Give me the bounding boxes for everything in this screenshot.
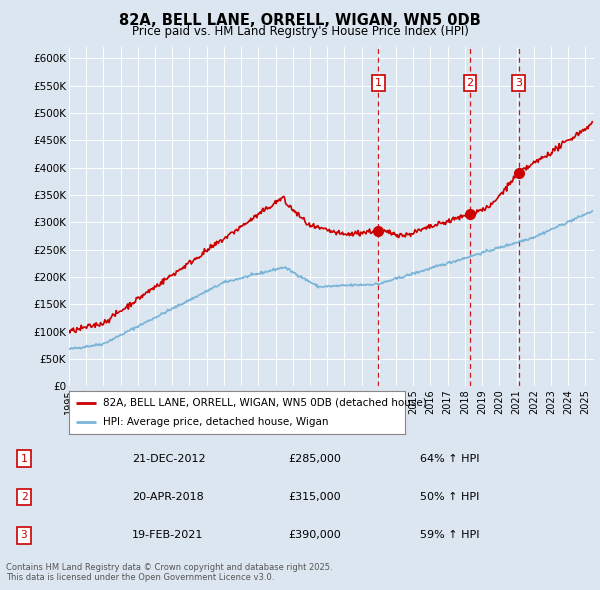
Text: 82A, BELL LANE, ORRELL, WIGAN, WN5 0DB (detached house): 82A, BELL LANE, ORRELL, WIGAN, WN5 0DB (… (103, 398, 427, 408)
Text: 20-APR-2018: 20-APR-2018 (132, 492, 204, 502)
Text: 59% ↑ HPI: 59% ↑ HPI (420, 530, 479, 540)
Text: 50% ↑ HPI: 50% ↑ HPI (420, 492, 479, 502)
Text: 82A, BELL LANE, ORRELL, WIGAN, WN5 0DB: 82A, BELL LANE, ORRELL, WIGAN, WN5 0DB (119, 13, 481, 28)
Text: 3: 3 (515, 78, 522, 88)
Text: 64% ↑ HPI: 64% ↑ HPI (420, 454, 479, 464)
Text: HPI: Average price, detached house, Wigan: HPI: Average price, detached house, Wiga… (103, 417, 328, 427)
Text: 3: 3 (20, 530, 28, 540)
Text: 1: 1 (20, 454, 28, 464)
Text: £315,000: £315,000 (288, 492, 341, 502)
Text: £390,000: £390,000 (288, 530, 341, 540)
Text: 19-FEB-2021: 19-FEB-2021 (132, 530, 203, 540)
Text: 2: 2 (20, 492, 28, 502)
Text: Contains HM Land Registry data © Crown copyright and database right 2025.
This d: Contains HM Land Registry data © Crown c… (6, 563, 332, 582)
Text: Price paid vs. HM Land Registry's House Price Index (HPI): Price paid vs. HM Land Registry's House … (131, 25, 469, 38)
Text: 1: 1 (375, 78, 382, 88)
Text: 21-DEC-2012: 21-DEC-2012 (132, 454, 206, 464)
Text: 2: 2 (467, 78, 473, 88)
Text: £285,000: £285,000 (288, 454, 341, 464)
